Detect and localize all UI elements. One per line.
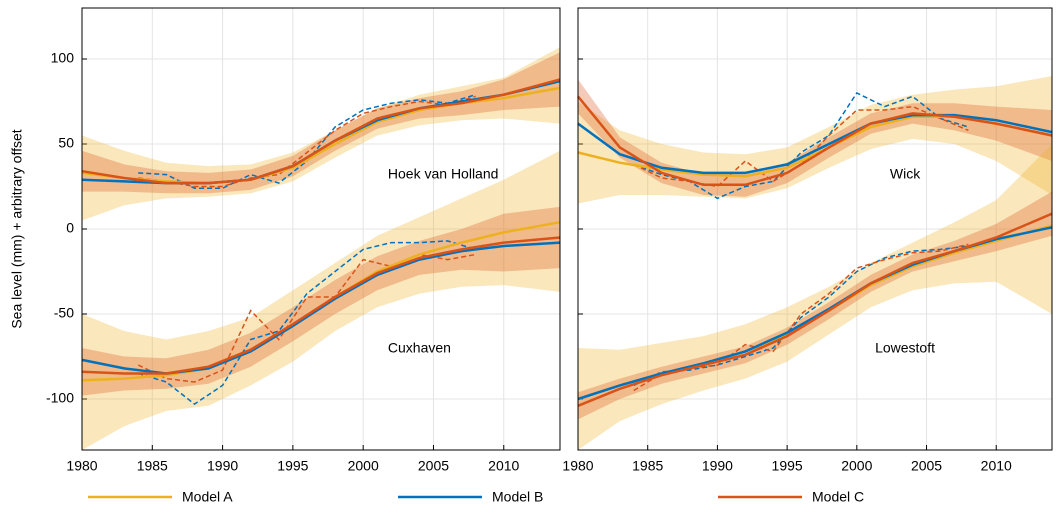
model-line: [81, 236, 561, 375]
confidence-band: [578, 144, 1052, 450]
x-tick-label: 1995: [772, 458, 803, 474]
confidence-band: [578, 191, 1052, 420]
y-axis-label: Sea level (mm) + arbitrary offset: [9, 129, 25, 328]
station-label: Wick: [890, 166, 921, 182]
x-tick-label: 2010: [981, 458, 1012, 474]
x-tick-label: 2000: [348, 458, 379, 474]
y-tick-label: -100: [46, 390, 74, 406]
observed-line: [137, 253, 476, 383]
legend-label: Model A: [182, 489, 233, 505]
x-tick-label: 1990: [207, 458, 238, 474]
legend-label: Model C: [812, 489, 864, 505]
model-line: [577, 113, 1053, 175]
x-tick-label: 1980: [66, 458, 97, 474]
observed-line: [138, 240, 476, 406]
model-line: [577, 212, 1053, 407]
confidence-band: [82, 150, 560, 451]
legend-label: Model B: [492, 489, 543, 505]
plot-frame: [577, 7, 1053, 451]
plot-content: [577, 76, 1053, 450]
observed-line: [138, 93, 476, 189]
x-tick-label: 1995: [277, 458, 308, 474]
y-tick-label: 100: [51, 50, 75, 66]
station-label: Cuxhaven: [388, 340, 451, 356]
plot-frame: [81, 7, 561, 451]
confidence-band: [82, 47, 560, 221]
observed-line: [138, 95, 476, 188]
confidence-band: [578, 79, 1052, 197]
x-tick-label: 1980: [562, 458, 593, 474]
plot-content: [81, 47, 561, 451]
observed-line: [633, 245, 969, 387]
station-label: Lowestoft: [875, 340, 935, 356]
x-tick-label: 2010: [488, 458, 519, 474]
model-line: [81, 78, 561, 185]
y-tick-label: 0: [66, 220, 74, 236]
station-label: Hoek van Holland: [388, 166, 499, 182]
x-tick-label: 2005: [911, 458, 942, 474]
y-tick-label: -50: [54, 305, 74, 321]
model-line: [577, 95, 1053, 187]
x-tick-label: 2000: [841, 458, 872, 474]
x-tick-label: 1985: [137, 458, 168, 474]
y-tick-label: 50: [58, 135, 74, 151]
x-tick-label: 1990: [702, 458, 733, 474]
x-tick-label: 1985: [632, 458, 663, 474]
x-tick-label: 2005: [418, 458, 449, 474]
observed-line: [633, 243, 969, 392]
